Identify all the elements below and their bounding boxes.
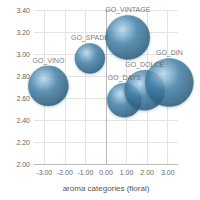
svg-text:2.00: 2.00 — [140, 169, 154, 176]
svg-text:GO_SPADE: GO_SPADE — [71, 34, 109, 42]
svg-text:GO_DOLCE: GO_DOLCE — [125, 61, 164, 69]
svg-text:3.40: 3.40 — [16, 7, 30, 14]
svg-text:3.20: 3.20 — [16, 29, 30, 36]
svg-text:GO_VINO: GO_VINO — [32, 57, 64, 65]
svg-text:GO_VINTAGE: GO_VINTAGE — [105, 6, 150, 14]
svg-text:0.00: 0.00 — [99, 169, 113, 176]
svg-text:-2.00: -2.00 — [57, 169, 73, 176]
svg-text:3.00: 3.00 — [16, 51, 30, 58]
svg-text:2.60: 2.60 — [16, 95, 30, 102]
svg-text:2.80: 2.80 — [16, 73, 30, 80]
svg-text:2.40: 2.40 — [16, 117, 30, 124]
svg-text:3.00: 3.00 — [161, 169, 175, 176]
svg-text:GO_DAYS: GO_DAYS — [108, 74, 142, 82]
svg-text:aroma categories (floral): aroma categories (floral) — [63, 184, 150, 193]
svg-text:-3.00: -3.00 — [36, 169, 52, 176]
svg-text:2.00: 2.00 — [16, 161, 30, 168]
svg-text:-1.00: -1.00 — [77, 169, 93, 176]
svg-text:1.00: 1.00 — [120, 169, 134, 176]
svg-text:2.20: 2.20 — [16, 139, 30, 146]
svg-text:GO_DIN: GO_DIN — [156, 49, 183, 57]
